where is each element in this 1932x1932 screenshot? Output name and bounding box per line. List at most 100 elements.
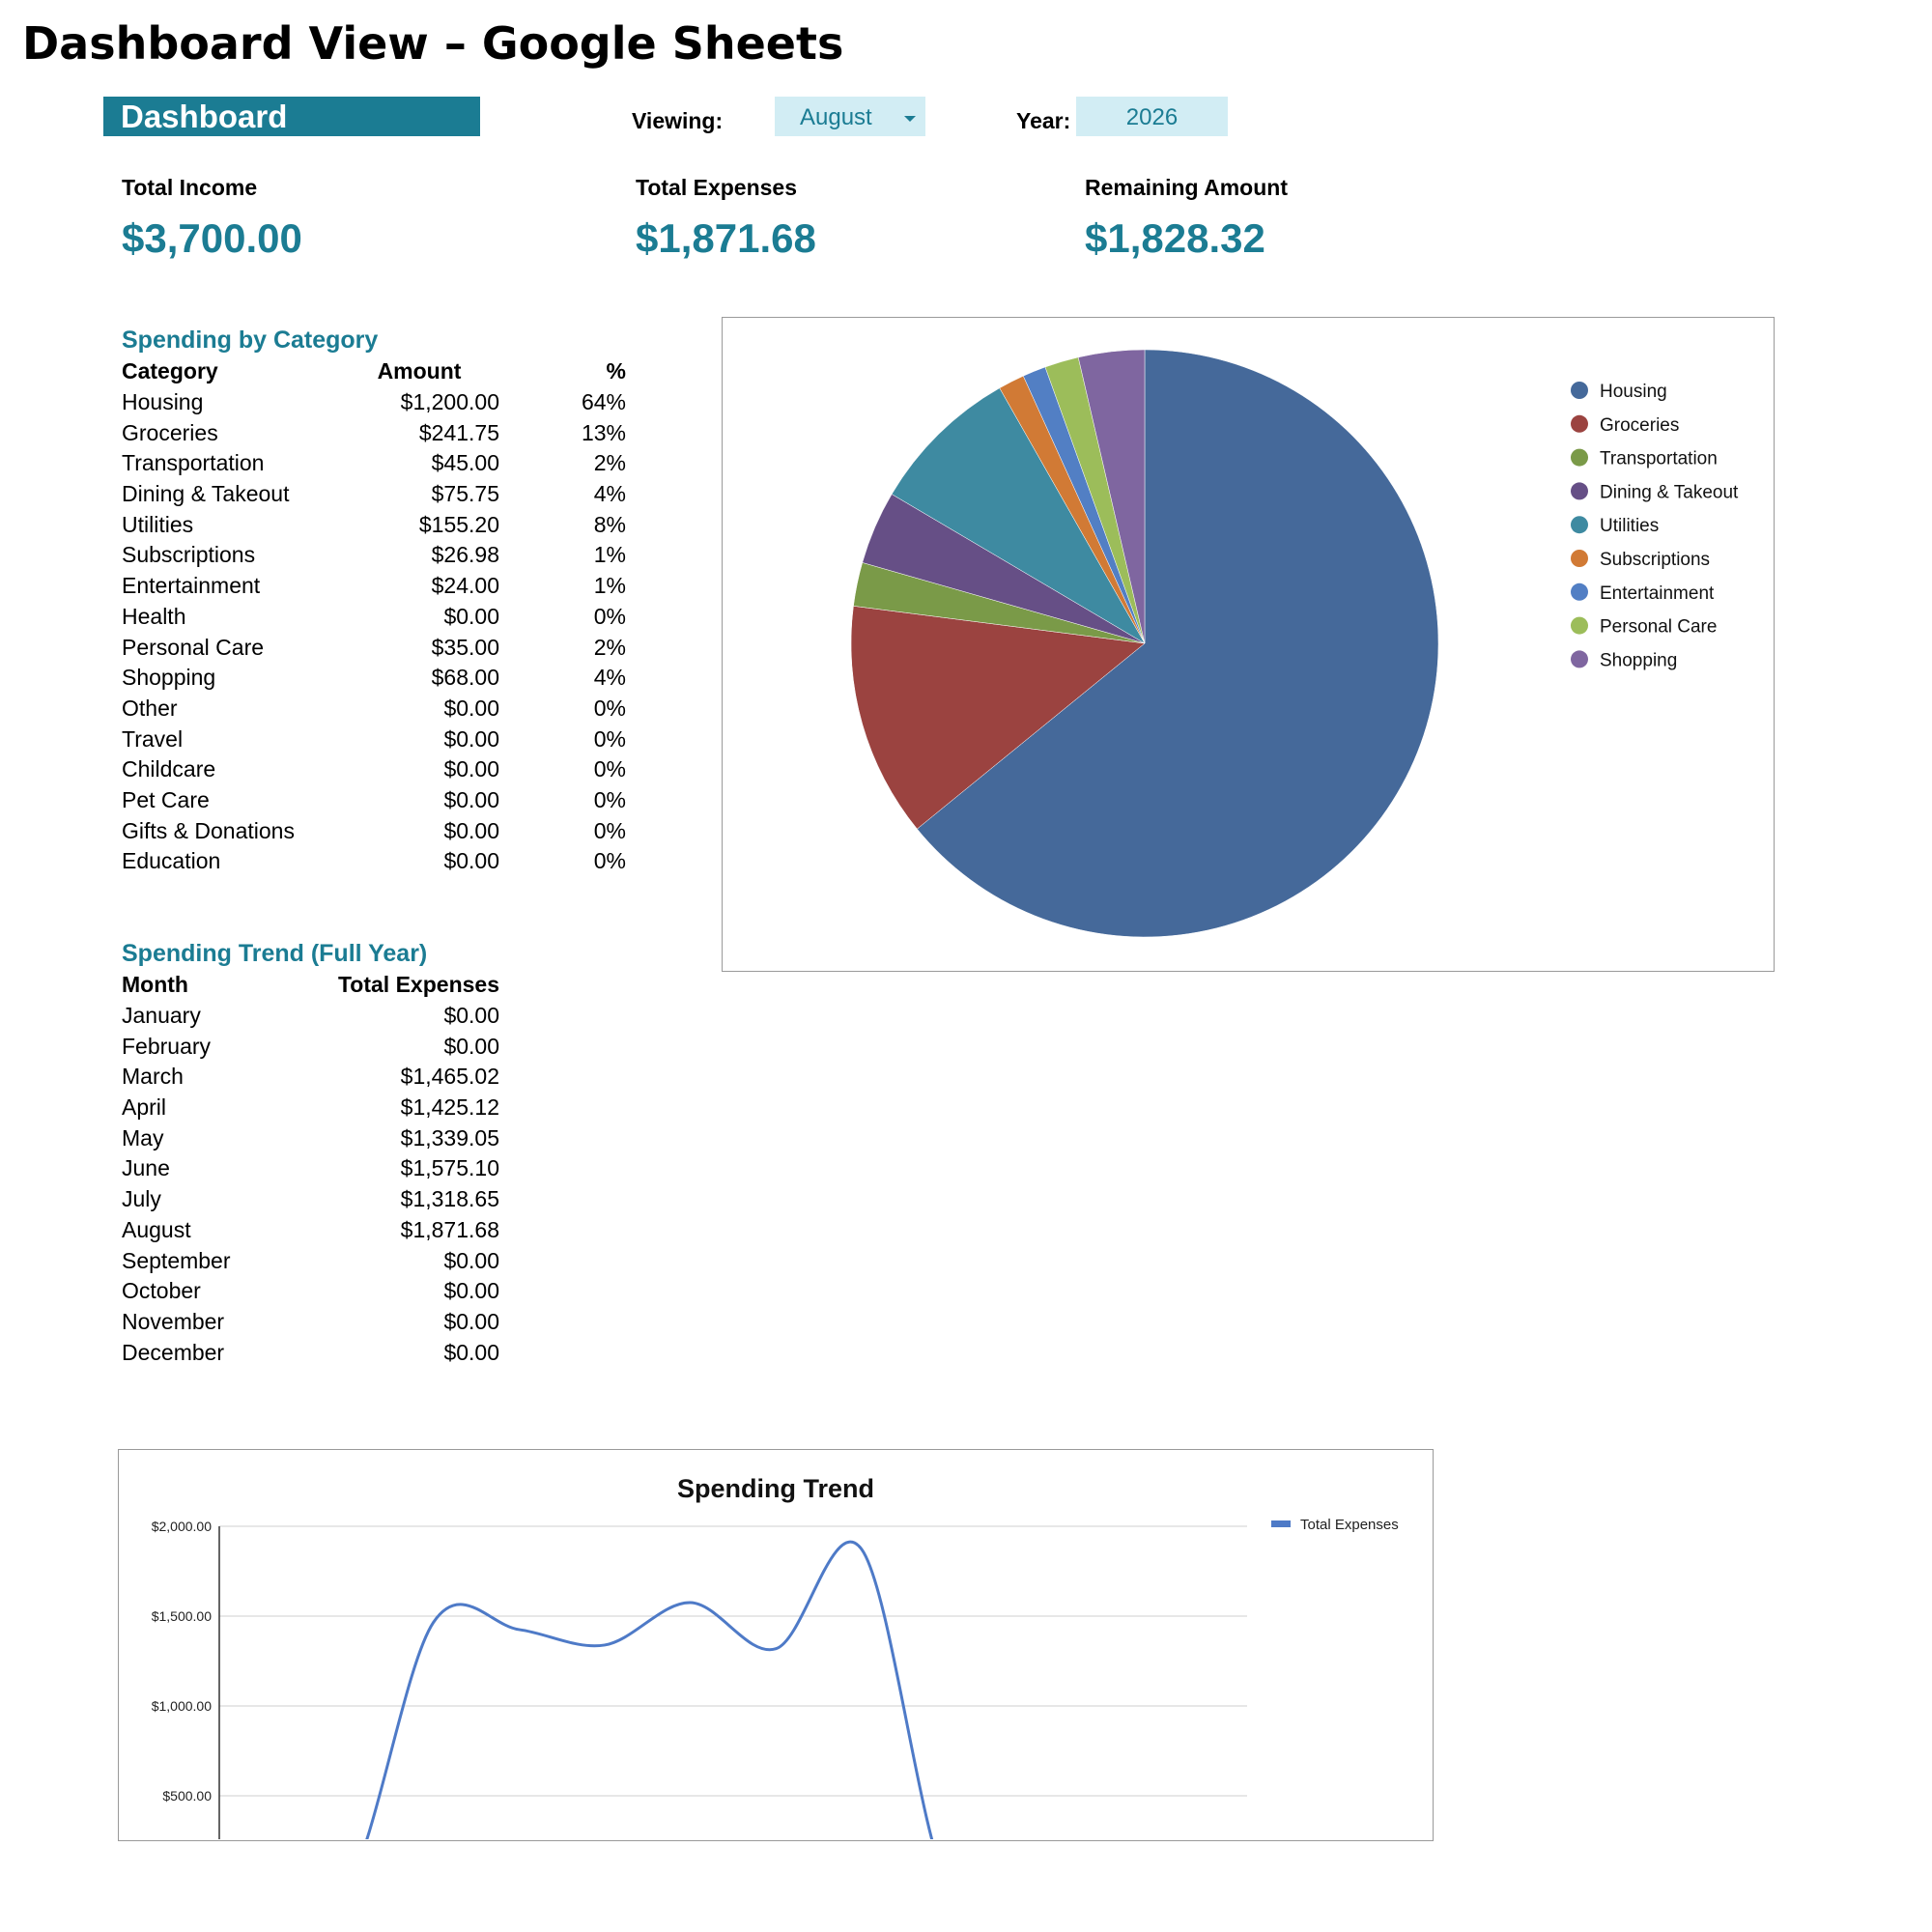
total-income-value: $3,700.00: [122, 215, 302, 261]
table-row: October $0.00: [122, 1276, 499, 1307]
category-cell: Dining & Takeout: [122, 481, 290, 507]
legend-swatch: [1571, 616, 1588, 635]
total-cell: $1,318.65: [400, 1186, 499, 1212]
y-tick-label: $500.00: [162, 1788, 212, 1804]
amount-cell: $155.20: [418, 511, 499, 537]
table-row: Transportation $45.00 2%: [122, 448, 626, 479]
legend-swatch: [1571, 382, 1588, 399]
legend-label: Dining & Takeout: [1600, 482, 1739, 502]
percent-cell: 0%: [593, 786, 626, 812]
percent-cell: 0%: [593, 725, 626, 752]
y-tick-label: $2,000.00: [152, 1519, 212, 1534]
table-row: Pet Care $0.00 0%: [122, 785, 626, 816]
legend-swatch: [1571, 448, 1588, 467]
table-row: Shopping $68.00 4%: [122, 663, 626, 694]
category-cell: Education: [122, 848, 221, 874]
table-row: March $1,465.02: [122, 1062, 499, 1093]
percent-cell: 8%: [593, 511, 626, 537]
category-cell: Transportation: [122, 450, 265, 476]
amount-cell: $0.00: [443, 848, 499, 874]
amount-cell: $0.00: [443, 603, 499, 629]
category-pie-chart: Housing Groceries Transportation Dining & T…: [850, 349, 1739, 938]
table-row: February $0.00: [122, 1031, 499, 1062]
total-cell: $0.00: [443, 1278, 499, 1304]
percent-cell: 0%: [593, 848, 626, 874]
month-cell: November: [122, 1308, 225, 1334]
table-row: Groceries $241.75 13%: [122, 417, 626, 448]
amount-cell: $241.75: [418, 419, 499, 445]
legend-label: Entertainment: [1600, 583, 1715, 604]
pie-slice-groceries[interactable]: [850, 606, 1146, 830]
percent-cell: 0%: [593, 695, 626, 721]
line-chart-frame[interactable]: Spending Trend $0.00$500.00$1,000.00$1,5…: [118, 1449, 1434, 1913]
amount-cell: $0.00: [443, 695, 499, 721]
total-cell: $1,871.68: [400, 1216, 499, 1242]
spending-trend-chart: Spending Trend $0.00$500.00$1,000.00$1,5…: [152, 1474, 1399, 1913]
table-row: Utilities $155.20 8%: [122, 509, 626, 540]
amount-cell: $1,200.00: [400, 389, 499, 415]
legend-label: Total Expenses: [1300, 1517, 1399, 1533]
table-row: Personal Care $35.00 2%: [122, 632, 626, 663]
category-cell: Subscriptions: [122, 542, 256, 568]
y-tick-label: $1,000.00: [152, 1698, 212, 1714]
total-cell: $0.00: [443, 1247, 499, 1273]
series-line-total-expenses[interactable]: [262, 1540, 1205, 1913]
table-row: May $1,339.05: [122, 1122, 499, 1153]
table-row: April $1,425.12: [122, 1093, 499, 1123]
percent-cell: 0%: [593, 756, 626, 782]
percent-cell: 13%: [581, 419, 626, 445]
pie-slice-housing[interactable]: [917, 349, 1439, 938]
table-row: Health $0.00 0%: [122, 602, 626, 633]
table-row: Subscriptions $26.98 1%: [122, 540, 626, 571]
table-row: December $0.00: [122, 1337, 499, 1368]
table-row: Dining & Takeout $75.75 4%: [122, 479, 626, 510]
amount-cell: $0.00: [443, 786, 499, 812]
table-row: November $0.00: [122, 1307, 499, 1338]
category-cell: Personal Care: [122, 634, 265, 660]
legend-label: Housing: [1600, 382, 1667, 402]
month-cell: March: [122, 1064, 184, 1090]
legend-label: Groceries: [1600, 415, 1679, 436]
legend-swatch: [1571, 482, 1588, 500]
table-row: Childcare $0.00 0%: [122, 754, 626, 785]
page-title: Dashboard View – Google Sheets: [22, 17, 844, 70]
category-cell: Gifts & Donations: [122, 817, 295, 843]
month-cell: February: [122, 1033, 212, 1059]
month-cell: April: [122, 1094, 167, 1121]
total-cell: $1,575.10: [400, 1155, 499, 1181]
viewing-label: Viewing:: [632, 108, 724, 133]
amount-cell: $24.00: [431, 573, 499, 599]
total-cell: $0.00: [443, 1033, 499, 1059]
pie-slice-shopping[interactable]: [1077, 349, 1146, 644]
percent-cell: 4%: [593, 665, 626, 691]
percent-cell: 4%: [593, 481, 626, 507]
remaining-amount-value: $1,828.32: [1085, 215, 1265, 261]
amount-cell: $75.75: [431, 481, 499, 507]
amount-cell: $68.00: [431, 665, 499, 691]
table-row: Entertainment $24.00 1%: [122, 571, 626, 602]
pie-slice-utilities[interactable]: [891, 387, 1146, 644]
column-header-month: Month: [122, 972, 188, 998]
year-input[interactable]: 2026: [1076, 97, 1228, 136]
amount-cell: $0.00: [443, 756, 499, 782]
dashboard-banner: Dashboard: [103, 97, 480, 136]
table-row: September $0.00: [122, 1245, 499, 1276]
table-row: August $1,871.68: [122, 1215, 499, 1246]
pie-chart-frame[interactable]: Housing Groceries Transportation Dining & T…: [722, 317, 1775, 972]
month-cell: August: [122, 1216, 191, 1242]
table-row: Gifts & Donations $0.00 0%: [122, 815, 626, 846]
month-dropdown[interactable]: August: [775, 97, 925, 136]
category-cell: Utilities: [122, 511, 194, 537]
remaining-amount-label: Remaining Amount: [1085, 175, 1288, 200]
percent-cell: 1%: [593, 573, 626, 599]
category-cell: Other: [122, 695, 178, 721]
legend-label: Utilities: [1600, 516, 1659, 536]
table-row: January $0.00: [122, 1001, 499, 1032]
column-header-percent: %: [606, 358, 626, 384]
month-dropdown-value: August: [800, 104, 872, 130]
legend-swatch: [1571, 582, 1588, 601]
trend-table: Month Total Expenses January $0.00 Februar…: [122, 970, 499, 1368]
category-cell: Housing: [122, 389, 204, 415]
month-cell: July: [122, 1186, 161, 1212]
month-cell: December: [122, 1339, 225, 1365]
